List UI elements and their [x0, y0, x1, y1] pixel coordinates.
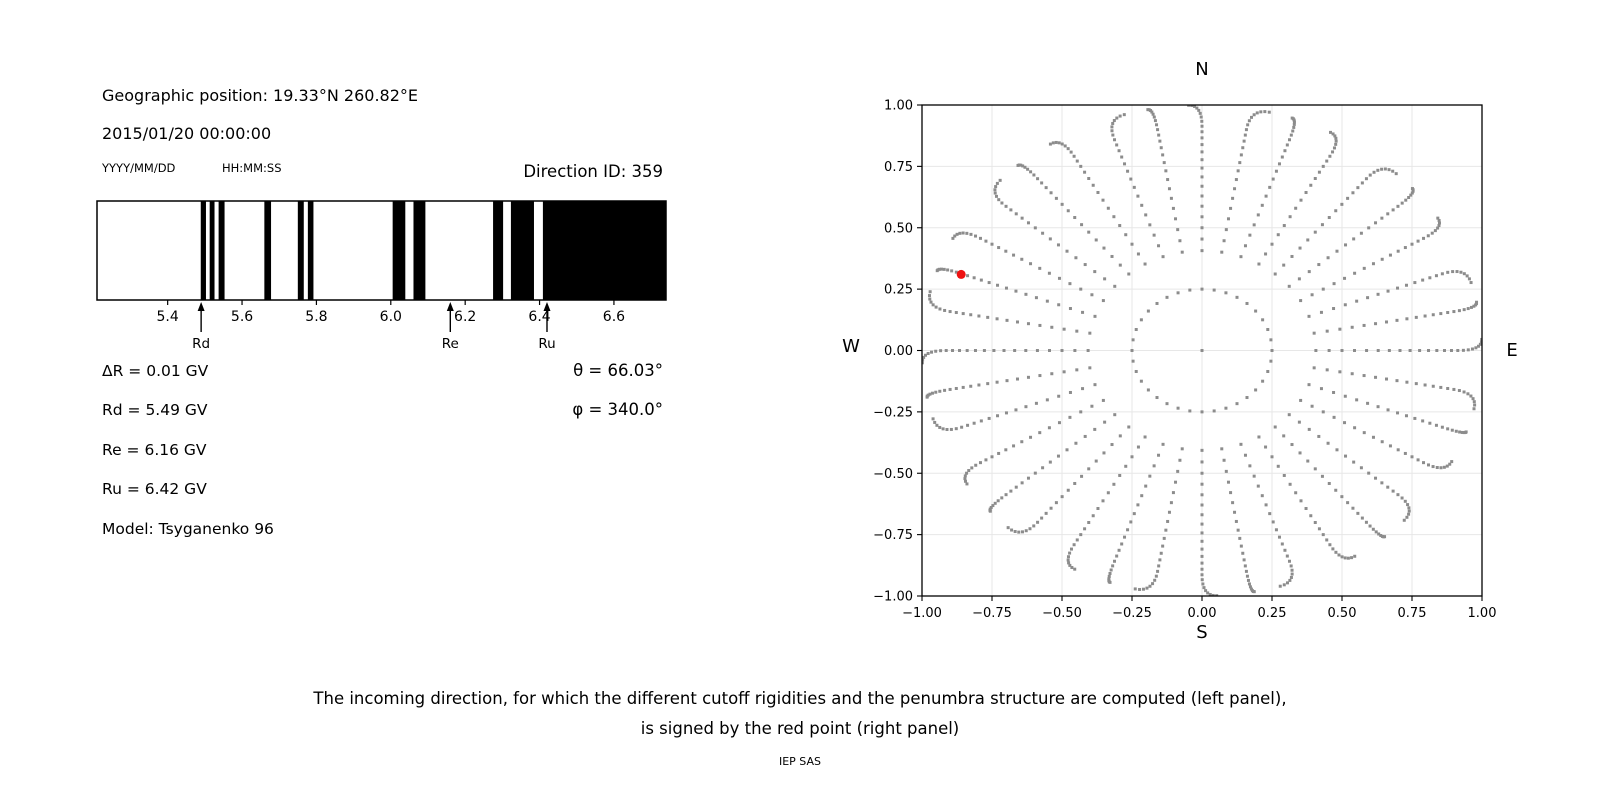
svg-text:0.00: 0.00 [884, 344, 913, 359]
svg-text:0.50: 0.50 [1328, 606, 1357, 621]
svg-text:−0.75: −0.75 [873, 528, 913, 543]
svg-text:0.00: 0.00 [1188, 606, 1217, 621]
svg-text:1.00: 1.00 [1468, 606, 1497, 621]
rd-value: Rd = 5.49 GV [102, 401, 208, 419]
caption-line-2: is signed by the red point (right panel) [640, 719, 960, 738]
selected-direction-red-point [956, 269, 966, 279]
svg-text:−1.00: −1.00 [902, 606, 942, 621]
direction-id-label: Direction ID: 359 [523, 162, 663, 181]
phi-value: φ = 340.0° [572, 400, 663, 419]
svg-text:Rd: Rd [192, 336, 210, 352]
map-x-tick-labels: −1.00 −0.75 −0.50 −0.25 0.00 0.25 0.50 0.75 1.00 [902, 606, 1496, 621]
svg-text:−0.25: −0.25 [873, 405, 913, 420]
compass-west-label: W [842, 336, 860, 357]
svg-text:1.00: 1.00 [884, 99, 913, 114]
model-label: Model: Tsyganenko 96 [102, 520, 274, 538]
compass-south-label: S [1196, 622, 1208, 643]
svg-text:0.25: 0.25 [1258, 606, 1287, 621]
svg-text:−0.50: −0.50 [1042, 606, 1082, 621]
direction-grid-dots [922, 105, 1482, 596]
ru-value: Ru = 6.42 GV [102, 480, 207, 498]
caption-line-1: The incoming direction, for which the di… [313, 689, 1287, 708]
datetime-label: 2015/01/20 00:00:00 [102, 124, 272, 143]
svg-text:6.6: 6.6 [603, 309, 625, 325]
map-axis-ticks [917, 104, 1483, 601]
penumbra-x-ticks [167, 300, 615, 305]
penumbra-chart-svg: 5.4 5.6 5.8 6.0 6.2 6.4 6.6 Rd Re Ru [96, 200, 667, 352]
svg-text:5.4: 5.4 [157, 309, 179, 325]
penumbra-bars [200, 201, 666, 300]
svg-text:0.25: 0.25 [884, 283, 913, 298]
svg-text:6.4: 6.4 [528, 309, 550, 325]
compass-north-label: N [1195, 59, 1209, 80]
svg-text:−0.25: −0.25 [1112, 606, 1152, 621]
svg-text:6.0: 6.0 [380, 309, 402, 325]
theta-value: θ = 66.03° [573, 361, 663, 380]
svg-text:0.75: 0.75 [1398, 606, 1427, 621]
svg-text:−0.50: −0.50 [873, 467, 913, 482]
credit-label: IEP SAS [778, 755, 822, 768]
svg-text:Ru: Ru [538, 336, 555, 352]
direction-map-svg: −1.00 −0.75 −0.50 −0.25 0.00 0.25 0.50 0.75 1.00… [873, 99, 1496, 622]
svg-text:−1.00: −1.00 [873, 590, 913, 605]
time-format-hint: HH:MM:SS [222, 161, 282, 175]
compass-east-label: E [1506, 340, 1518, 361]
geo-position-label: Geographic position: 19.33°N 260.82°E [102, 86, 418, 105]
svg-text:Re: Re [442, 336, 459, 352]
svg-text:5.8: 5.8 [305, 309, 327, 325]
date-format-hint: YYYY/MM/DD [102, 161, 176, 175]
svg-text:0.75: 0.75 [884, 160, 913, 175]
re-value: Re = 6.16 GV [102, 441, 207, 459]
penumbra-cutoff-markers: Rd Re Ru [192, 302, 556, 352]
map-y-tick-labels: −1.00 −0.75 −0.50 −0.25 0.00 0.25 0.50 0.75 1.00 [873, 99, 913, 605]
svg-text:5.6: 5.6 [231, 309, 253, 325]
svg-text:0.50: 0.50 [884, 221, 913, 236]
svg-text:6.2: 6.2 [454, 309, 476, 325]
svg-text:−0.75: −0.75 [972, 606, 1012, 621]
delta-r-value: ΔR = 0.01 GV [102, 362, 209, 380]
